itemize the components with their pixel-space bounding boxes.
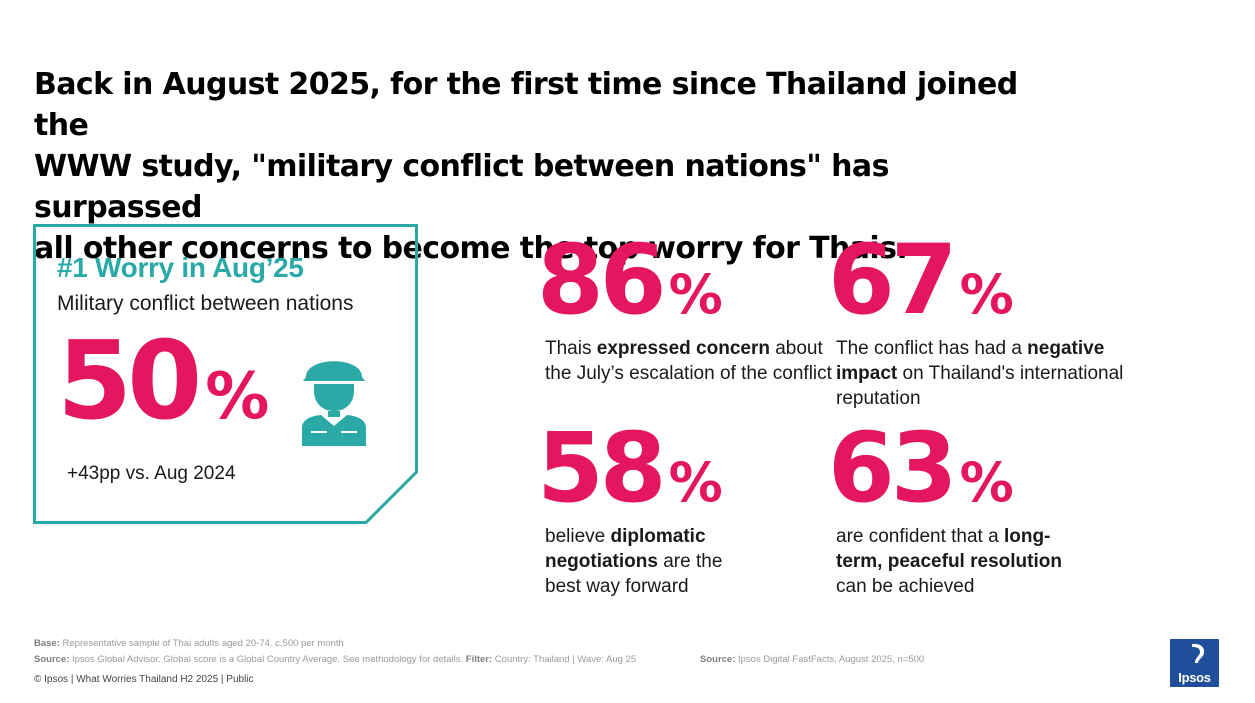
stat-percentage: 58% — [537, 420, 827, 516]
stat-percentage: 63% — [828, 420, 1118, 516]
card-percentage: 50% — [57, 328, 269, 436]
top-worry-card: #1 Worry in Aug’25 Military conflict bet… — [33, 224, 418, 524]
footnote-text: Country: Thailand | Wave: Aug 25 — [492, 654, 637, 665]
headline: Back in August 2025, for the first time … — [34, 64, 1034, 269]
stat-unit: % — [668, 263, 723, 326]
stat-block: 86% Thais expressed concern about the Ju… — [537, 232, 832, 386]
headline-line: all other concerns to become the top wor… — [34, 231, 908, 266]
footnote-label: Source: — [34, 654, 70, 665]
stat-value: 63 — [828, 412, 958, 524]
stat-value: 86 — [537, 224, 667, 336]
stat-text-post: can be achieved — [836, 576, 975, 597]
footnote-label: Filter: — [465, 654, 493, 665]
stat-description: believe diplomatic negotiations are the … — [545, 524, 755, 599]
stat-unit: % — [959, 263, 1014, 326]
card-value: 50 — [57, 319, 202, 444]
stat-text-post: are the best way forward — [545, 551, 723, 597]
card-subtitle: Military conflict between nations — [57, 292, 354, 315]
stat-text-bold: negative impact — [836, 338, 1105, 384]
card-unit: % — [205, 360, 270, 434]
logo-text: Ipsos — [1178, 670, 1211, 685]
footnote-base: Base: Representative sample of Thai adul… — [34, 638, 344, 649]
stat-block: 67% The conflict has had a negative impa… — [828, 232, 1123, 411]
headline-line: WWW study, "military conflict between na… — [34, 149, 889, 225]
footnote-source: Source: Ipsos Global Advisor. Global sco… — [34, 654, 636, 665]
stat-unit: % — [959, 451, 1014, 514]
stat-description: Thais expressed concern about the July’s… — [545, 336, 835, 386]
ipsos-logo: Ipsos — [1170, 639, 1219, 687]
stat-text-pre: The conflict has had a — [836, 338, 1028, 359]
stat-block: 63% are confident that a long-term, peac… — [828, 420, 1118, 599]
stat-text-pre: Thais — [545, 338, 597, 359]
stat-value: 67 — [828, 224, 958, 336]
stat-description: The conflict has had a negative impact o… — [836, 336, 1126, 411]
stat-block: 58% believe diplomatic negotiations are … — [537, 420, 827, 599]
ipsos-mark-icon — [1192, 643, 1205, 663]
footnote-text: Ipsos Global Advisor. Global score is a … — [69, 654, 466, 665]
card-frame — [33, 224, 418, 524]
footnote-source-fastfacts: Source: Ipsos Digital FastFacts, August … — [700, 654, 924, 665]
stat-value: 58 — [537, 412, 667, 524]
footnote-text: Ipsos Digital FastFacts, August 2025, n=… — [735, 654, 925, 665]
stat-text-bold: long-term, peaceful resolution — [836, 526, 1062, 572]
stat-unit: % — [668, 451, 723, 514]
stat-text-pre: are confident that a — [836, 526, 1004, 547]
stat-percentage: 67% — [828, 232, 1118, 328]
copyright: © Ipsos | What Worries Thailand H2 2025 … — [34, 674, 254, 685]
soldier-icon — [302, 361, 366, 446]
stat-percentage: 86% — [537, 232, 827, 328]
stat-description: are confident that a long-term, peaceful… — [836, 524, 1086, 599]
stat-text-bold: diplomatic negotiations — [545, 526, 706, 572]
headline-line: Back in August 2025, for the first time … — [34, 67, 1018, 143]
stat-text-post: about the July’s escalation of the confl… — [545, 338, 832, 384]
footnote-text: Representative sample of Thai adults age… — [59, 638, 344, 649]
stat-text-pre: believe — [545, 526, 611, 547]
card-change: +43pp vs. Aug 2024 — [67, 463, 236, 484]
stat-text-post: on Thailand's international reputation — [836, 363, 1124, 409]
footnote-label: Source: — [700, 654, 736, 665]
stat-text-bold: expressed concern — [596, 338, 770, 359]
card-title: #1 Worry in Aug’25 — [57, 252, 304, 283]
footnote-label: Base: — [34, 638, 60, 649]
